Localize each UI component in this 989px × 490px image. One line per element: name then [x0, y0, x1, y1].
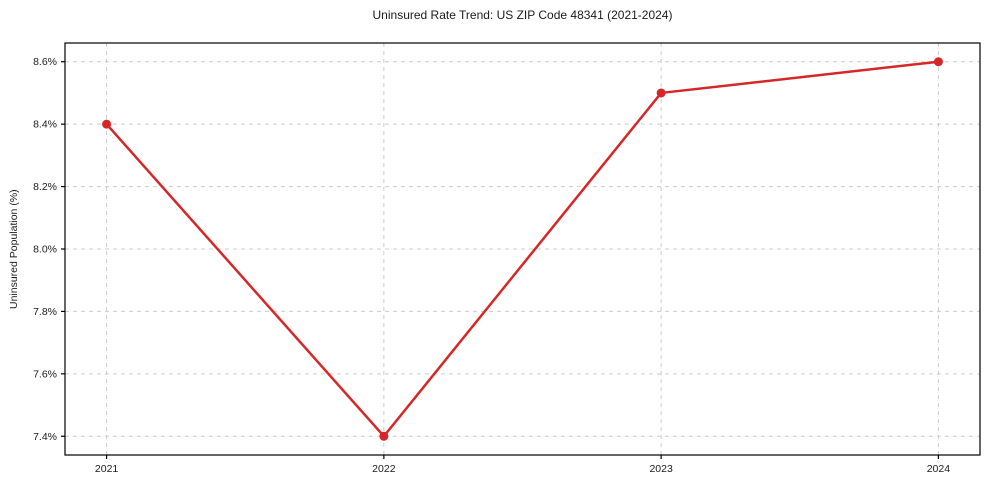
- y-tick-label: 7.8%: [33, 306, 57, 318]
- y-tick-label: 8.4%: [33, 119, 57, 131]
- data-point-marker: [379, 431, 389, 441]
- y-tick-label: 7.4%: [33, 431, 57, 443]
- x-tick-label: 2022: [372, 463, 396, 475]
- x-tick-label: 2021: [95, 463, 119, 475]
- x-tick-label: 2023: [649, 463, 673, 475]
- trend-line: [105, 60, 940, 438]
- y-tick-label: 8.6%: [33, 56, 57, 68]
- data-point-marker: [656, 88, 666, 98]
- y-tick-label: 8.2%: [33, 181, 57, 193]
- y-tick-label: 8.0%: [33, 244, 57, 256]
- chart-title: Uninsured Rate Trend: US ZIP Code 48341 …: [372, 8, 673, 22]
- data-point-marker: [102, 119, 112, 129]
- data-point-marker: [933, 57, 943, 67]
- x-tick-label: 2024: [927, 463, 951, 475]
- y-tick-label: 7.6%: [33, 368, 57, 380]
